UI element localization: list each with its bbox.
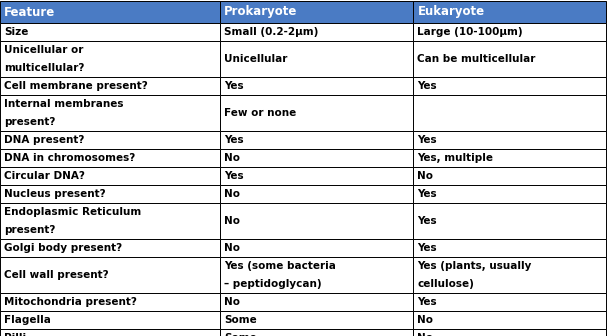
Text: Feature: Feature <box>4 5 55 18</box>
Text: Can be multicellular: Can be multicellular <box>418 54 536 64</box>
Bar <box>413 149 606 167</box>
Text: DNA present?: DNA present? <box>4 135 85 145</box>
Bar <box>220 311 413 329</box>
Bar <box>220 167 413 185</box>
Text: No: No <box>418 171 434 181</box>
Text: No: No <box>418 315 434 325</box>
Text: No: No <box>224 189 240 199</box>
Text: Endoplasmic Reticulum: Endoplasmic Reticulum <box>4 207 141 217</box>
Text: Few or none: Few or none <box>224 108 296 118</box>
Text: Cell membrane present?: Cell membrane present? <box>4 81 148 91</box>
Text: Yes: Yes <box>418 297 437 307</box>
Bar <box>413 293 606 311</box>
Text: – peptidoglycan): – peptidoglycan) <box>224 279 322 289</box>
Bar <box>0 185 220 203</box>
Text: Yes: Yes <box>224 135 244 145</box>
Text: Pilli: Pilli <box>4 333 26 336</box>
Text: Eukaryote: Eukaryote <box>418 5 485 18</box>
Text: Circular DNA?: Circular DNA? <box>4 171 85 181</box>
Text: cellulose): cellulose) <box>418 279 474 289</box>
Bar <box>0 23 220 41</box>
Text: Yes (plants, usually: Yes (plants, usually <box>418 261 532 271</box>
Text: No: No <box>224 153 240 163</box>
Text: Unicellular or: Unicellular or <box>4 45 83 55</box>
Text: Yes: Yes <box>418 135 437 145</box>
Text: Yes: Yes <box>224 171 244 181</box>
Bar <box>0 1 220 23</box>
Text: Yes, multiple: Yes, multiple <box>418 153 494 163</box>
Text: No: No <box>224 216 240 226</box>
Text: Nucleus present?: Nucleus present? <box>4 189 106 199</box>
Bar <box>220 293 413 311</box>
Text: No: No <box>224 297 240 307</box>
Bar <box>220 329 413 336</box>
Bar <box>0 167 220 185</box>
Bar <box>413 95 606 131</box>
Text: Unicellular: Unicellular <box>224 54 288 64</box>
Text: Some: Some <box>224 315 257 325</box>
Bar <box>220 1 413 23</box>
Bar <box>0 329 220 336</box>
Text: present?: present? <box>4 225 55 235</box>
Bar <box>0 257 220 293</box>
Bar <box>220 257 413 293</box>
Text: present?: present? <box>4 117 55 127</box>
Bar <box>0 293 220 311</box>
Bar <box>220 203 413 239</box>
Bar <box>413 23 606 41</box>
Bar <box>413 131 606 149</box>
Bar <box>220 185 413 203</box>
Bar <box>220 149 413 167</box>
Text: Golgi body present?: Golgi body present? <box>4 243 122 253</box>
Text: Yes: Yes <box>418 216 437 226</box>
Bar <box>413 329 606 336</box>
Bar <box>220 95 413 131</box>
Text: Flagella: Flagella <box>4 315 51 325</box>
Bar <box>0 131 220 149</box>
Text: Size: Size <box>4 27 29 37</box>
Bar <box>413 1 606 23</box>
Bar <box>413 41 606 77</box>
Bar <box>413 185 606 203</box>
Text: Prokaryote: Prokaryote <box>224 5 297 18</box>
Text: Yes: Yes <box>418 81 437 91</box>
Text: Yes: Yes <box>224 81 244 91</box>
Text: No: No <box>418 333 434 336</box>
Text: Cell wall present?: Cell wall present? <box>4 270 109 280</box>
Bar <box>413 77 606 95</box>
Bar <box>0 77 220 95</box>
Bar <box>413 167 606 185</box>
Text: Yes (some bacteria: Yes (some bacteria <box>224 261 336 271</box>
Text: Internal membranes: Internal membranes <box>4 99 123 109</box>
Bar <box>413 239 606 257</box>
Bar <box>0 239 220 257</box>
Bar <box>0 203 220 239</box>
Bar <box>220 239 413 257</box>
Bar <box>220 77 413 95</box>
Text: No: No <box>224 243 240 253</box>
Bar <box>220 23 413 41</box>
Text: Yes: Yes <box>418 189 437 199</box>
Bar <box>220 131 413 149</box>
Bar <box>220 41 413 77</box>
Bar <box>413 257 606 293</box>
Text: Mitochondria present?: Mitochondria present? <box>4 297 137 307</box>
Text: multicellular?: multicellular? <box>4 63 85 73</box>
Bar <box>0 95 220 131</box>
Text: Some: Some <box>224 333 257 336</box>
Bar <box>0 149 220 167</box>
Text: DNA in chromosomes?: DNA in chromosomes? <box>4 153 135 163</box>
Bar <box>0 41 220 77</box>
Text: Small (0.2-2μm): Small (0.2-2μm) <box>224 27 319 37</box>
Bar <box>0 311 220 329</box>
Text: Large (10-100μm): Large (10-100μm) <box>418 27 523 37</box>
Bar <box>413 203 606 239</box>
Bar <box>413 311 606 329</box>
Text: Yes: Yes <box>418 243 437 253</box>
